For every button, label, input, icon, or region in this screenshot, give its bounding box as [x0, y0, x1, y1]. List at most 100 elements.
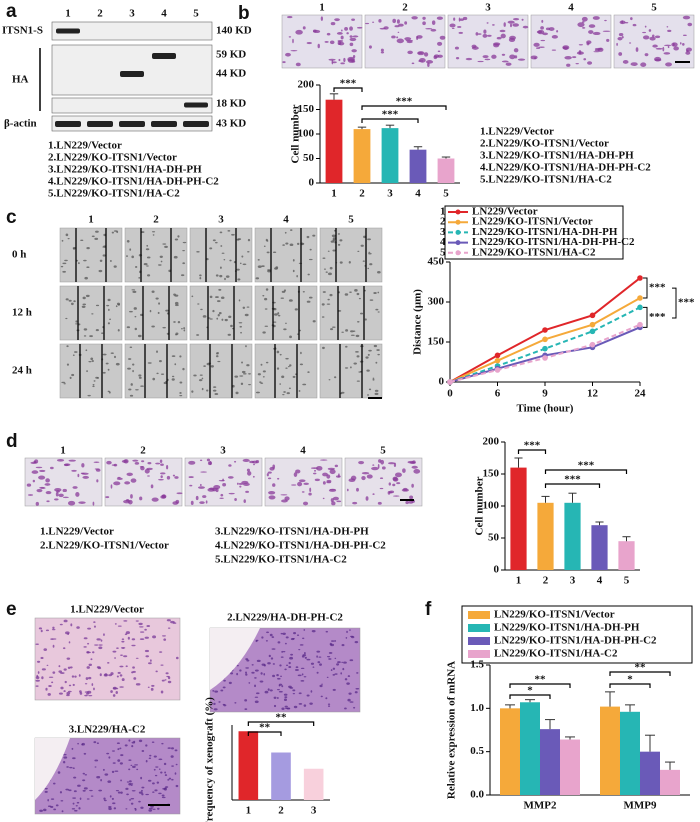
- cell: [379, 487, 384, 490]
- cell: [381, 466, 386, 470]
- cell: [292, 259, 295, 262]
- cell: [353, 706, 356, 709]
- significance-label: **: [535, 674, 547, 686]
- cell: [246, 364, 250, 367]
- cell: [391, 35, 396, 39]
- cell: [155, 297, 159, 300]
- cell: [344, 26, 348, 31]
- cell: [151, 325, 155, 328]
- cell: [394, 25, 400, 28]
- cell: [202, 495, 207, 498]
- cell: [107, 780, 112, 783]
- cell: [328, 652, 333, 654]
- y-tick-label: 150: [298, 103, 315, 115]
- cell: [116, 647, 119, 650]
- cell: [455, 57, 460, 60]
- cell: [311, 630, 316, 633]
- cell: [75, 323, 78, 325]
- cell: [162, 326, 166, 329]
- cell: [513, 48, 519, 53]
- cell: [89, 335, 93, 338]
- x-tick-label: 5: [624, 575, 630, 587]
- x-tick-label: 9: [542, 388, 548, 400]
- cell: [98, 644, 103, 646]
- cell: [242, 263, 247, 266]
- cell: [179, 391, 182, 394]
- cell: [334, 464, 339, 468]
- cell: [86, 370, 88, 373]
- cell: [396, 36, 399, 39]
- cell: [298, 648, 301, 651]
- cell: [161, 794, 165, 797]
- cell: [336, 663, 340, 666]
- cell: [206, 258, 209, 261]
- cell: [113, 807, 117, 810]
- cell: [621, 20, 624, 24]
- cell: [321, 303, 325, 306]
- cell: [268, 495, 276, 500]
- cell: [372, 464, 375, 466]
- cell: [44, 787, 48, 790]
- cell: [56, 490, 60, 493]
- cell: [131, 255, 134, 259]
- cell: [302, 637, 305, 640]
- cell: [416, 35, 423, 39]
- cell: [154, 789, 158, 792]
- point: [589, 328, 596, 335]
- point: [494, 352, 501, 359]
- cell: [151, 741, 155, 743]
- cell: [181, 328, 183, 330]
- cell: [244, 313, 249, 317]
- cell: [167, 627, 171, 629]
- cell: [272, 674, 276, 678]
- cell: [68, 299, 72, 302]
- cell: [536, 30, 543, 34]
- cell: [114, 657, 116, 659]
- cell: [32, 479, 36, 483]
- cell: [191, 295, 194, 298]
- cell: [291, 484, 297, 486]
- size-label: 44 KD: [216, 68, 246, 80]
- cell: [459, 18, 464, 21]
- cell: [303, 676, 307, 678]
- cell: [130, 798, 135, 800]
- cell: [132, 369, 134, 373]
- cell: [375, 361, 378, 364]
- y-tick-label: 0.0: [470, 789, 484, 801]
- cell: [158, 478, 164, 481]
- cell: [541, 19, 544, 23]
- cell: [326, 32, 331, 36]
- legend-text: LN229/KO-ITSN1/Vector: [494, 609, 615, 621]
- cell: [276, 688, 280, 691]
- cell: [125, 787, 129, 790]
- cell: [337, 39, 344, 43]
- cell: [247, 238, 251, 242]
- cell: [344, 367, 349, 369]
- cell: [125, 808, 128, 810]
- cell: [58, 665, 61, 668]
- cell: [75, 320, 78, 323]
- cell: [682, 15, 691, 20]
- cell: [302, 290, 305, 293]
- x-tick-label: 0: [447, 388, 453, 400]
- legend-text: LN229/Vector: [472, 206, 538, 218]
- cell: [126, 781, 130, 783]
- cell: [182, 367, 185, 371]
- cell: [111, 770, 115, 773]
- significance-label: ***: [649, 311, 666, 323]
- cell: [67, 237, 70, 240]
- cell: [155, 766, 159, 768]
- cell: [147, 362, 152, 364]
- image-number: 2: [402, 2, 408, 14]
- image-number: 3: [485, 2, 491, 14]
- cell: [177, 321, 181, 324]
- cell: [296, 634, 300, 636]
- cell: [214, 241, 218, 244]
- cell: [322, 346, 325, 350]
- legend-text: 3.LN229/KO-ITSN1/HA-DH-PH: [480, 150, 634, 162]
- significance-bracket: [609, 671, 671, 676]
- y-tick-label: 150: [483, 468, 500, 480]
- tissue-edge: [210, 628, 260, 690]
- cell: [306, 300, 311, 303]
- cell: [392, 476, 398, 481]
